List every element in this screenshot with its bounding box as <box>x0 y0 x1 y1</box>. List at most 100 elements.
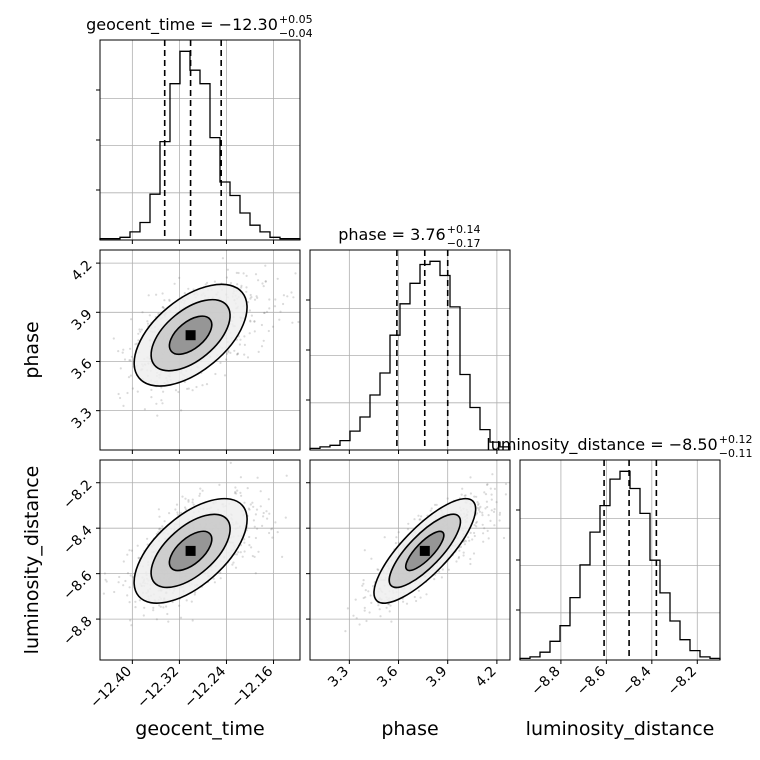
sample-point <box>126 572 130 575</box>
title-minus-error: −0.11 <box>719 447 753 460</box>
sample-point <box>402 600 405 603</box>
sample-point <box>254 536 257 540</box>
sample-point <box>406 528 410 531</box>
sample-point <box>482 532 485 535</box>
sample-point <box>184 497 187 500</box>
sample-point <box>191 619 194 622</box>
sample-point <box>253 298 257 301</box>
sample-point <box>498 513 501 516</box>
sample-point <box>247 507 250 510</box>
sample-point <box>260 323 263 327</box>
sample-point <box>464 494 467 497</box>
sample-point <box>137 332 140 335</box>
sample-point <box>457 555 461 559</box>
sample-point <box>146 320 149 323</box>
sample-point <box>255 295 258 298</box>
sample-point <box>225 358 228 361</box>
sample-point <box>259 490 262 493</box>
sample-point <box>290 291 293 294</box>
sample-point <box>221 257 224 260</box>
sample-point <box>490 498 493 501</box>
sample-point <box>231 563 234 566</box>
sample-point <box>462 554 465 557</box>
sample-point <box>128 586 131 589</box>
sample-point <box>284 516 287 519</box>
sample-point <box>487 514 490 517</box>
sample-point <box>236 352 240 355</box>
sample-point <box>129 574 132 577</box>
sample-point <box>235 492 238 495</box>
sample-point <box>243 541 246 544</box>
sample-point <box>477 502 480 505</box>
sample-point <box>378 608 381 611</box>
sample-point <box>267 498 270 501</box>
sample-point <box>433 578 436 581</box>
sample-point <box>198 494 201 497</box>
sample-point <box>187 387 190 390</box>
sample-point <box>271 527 274 530</box>
sample-point <box>372 585 375 588</box>
sample-point <box>213 280 216 283</box>
title-plus-error: +0.05 <box>279 13 313 26</box>
title-equals: = <box>387 225 411 244</box>
sample-point <box>486 529 489 533</box>
sample-point <box>364 596 367 599</box>
sample-point <box>253 330 256 333</box>
sample-point <box>268 298 271 301</box>
sample-point <box>160 386 163 389</box>
panel-frame <box>99 459 301 661</box>
sample-point <box>262 285 265 288</box>
sample-point <box>459 545 463 549</box>
sample-point <box>243 501 246 504</box>
sample-point <box>473 534 476 538</box>
sample-point <box>438 570 441 573</box>
sample-point <box>475 521 478 525</box>
sample-point <box>254 572 257 575</box>
density-peak <box>185 330 196 341</box>
sample-point <box>440 576 443 579</box>
sample-point <box>490 509 493 512</box>
sample-point <box>263 311 266 314</box>
sample-point <box>174 389 178 392</box>
sample-point <box>184 506 187 509</box>
sample-point <box>199 487 202 490</box>
sample-point <box>286 295 289 298</box>
sample-point <box>271 325 275 328</box>
sample-point <box>291 321 294 324</box>
panel-background <box>520 460 720 660</box>
sample-point <box>245 274 248 277</box>
panel-geocent_time-vs-phase: 3.33.63.94.2 <box>69 249 301 454</box>
sample-point <box>468 539 471 542</box>
sample-point <box>237 551 240 554</box>
sample-point <box>369 594 372 597</box>
sample-point <box>178 276 181 279</box>
sample-point <box>131 575 134 579</box>
sample-point <box>487 537 490 540</box>
sample-point <box>477 503 480 506</box>
sample-point <box>223 374 227 377</box>
sample-point <box>457 557 460 560</box>
sample-point <box>248 544 251 547</box>
sample-point <box>168 298 171 301</box>
sample-point <box>467 536 470 539</box>
sample-point <box>253 555 256 559</box>
panel-title-luminosity_distance: luminosity_distance = −8.50 <box>486 435 717 455</box>
panel-frame <box>99 249 301 451</box>
sample-point <box>174 508 177 511</box>
sample-point <box>236 353 239 356</box>
sample-point <box>128 549 131 552</box>
sample-point <box>246 356 250 359</box>
sample-point <box>266 517 269 520</box>
sample-point <box>254 513 257 516</box>
sample-point <box>241 555 244 558</box>
sample-point <box>152 609 155 612</box>
sample-point <box>479 505 482 508</box>
sample-point <box>475 495 478 498</box>
sample-point <box>420 515 423 518</box>
sample-point <box>264 264 267 267</box>
sample-point <box>477 508 480 511</box>
sample-point <box>194 591 197 594</box>
histogram-luminosity_distance <box>519 470 721 660</box>
sample-point <box>229 281 233 285</box>
sample-point <box>279 310 282 313</box>
